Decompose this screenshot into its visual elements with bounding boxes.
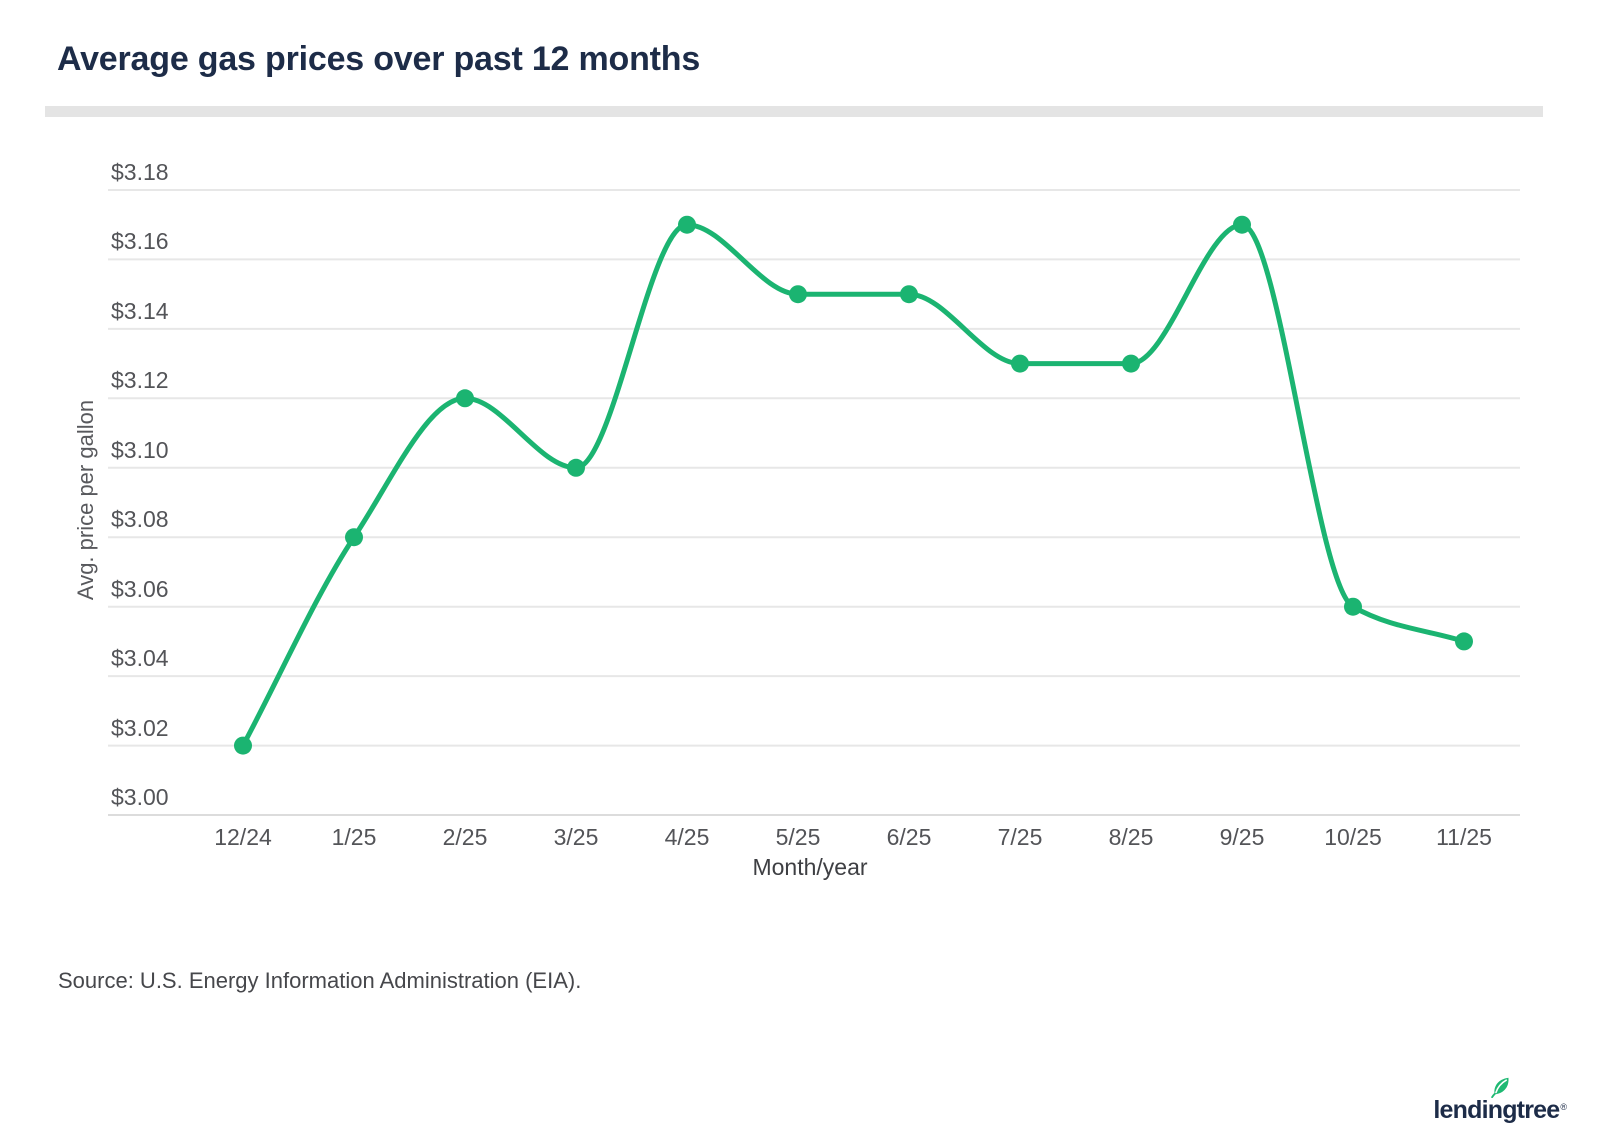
x-tick-label: 7/25 <box>997 824 1043 850</box>
data-point-12/24 <box>234 736 252 755</box>
y-tick-label: $3.06 <box>111 575 169 602</box>
data-point-6/25 <box>900 285 918 304</box>
x-tick-label: 4/25 <box>664 824 710 850</box>
y-tick-label: $3.00 <box>111 784 169 810</box>
price-line <box>240 222 1467 749</box>
y-tick-label: $3.12 <box>111 367 169 394</box>
y-tick-label: $3.02 <box>111 714 169 741</box>
data-point-5/25 <box>789 285 807 304</box>
data-point-8/25 <box>1122 354 1140 373</box>
x-tick-label: 8/25 <box>1108 824 1154 850</box>
x-tick-label: 10/25 <box>1324 824 1382 850</box>
data-point-10/25 <box>1344 597 1362 616</box>
source-note: Source: U.S. Energy Information Administ… <box>58 968 582 993</box>
x-tick-label: 5/25 <box>775 824 821 850</box>
y-tick-label: $3.16 <box>111 228 169 255</box>
data-point-4/25 <box>678 215 696 234</box>
data-point-7/25 <box>1011 354 1029 373</box>
y-tick-label: $3.10 <box>111 436 169 463</box>
x-tick-label: 6/25 <box>886 824 932 850</box>
y-tick-label: $3.08 <box>111 506 169 533</box>
data-point-1/25 <box>345 528 363 547</box>
title-divider <box>45 106 1543 117</box>
x-tick-label: 2/25 <box>442 824 488 850</box>
data-point-2/25 <box>456 389 474 408</box>
data-point-3/25 <box>567 458 585 477</box>
y-tick-label: $3.14 <box>111 297 169 324</box>
x-tick-label: 1/25 <box>331 824 377 850</box>
lendingtree-logo: lendingtree® <box>1433 1077 1567 1126</box>
y-tick-label: $3.04 <box>111 645 169 672</box>
logo-text: lendingtree <box>1433 1096 1560 1124</box>
x-tick-label: 9/25 <box>1219 824 1265 850</box>
y-axis-title: Avg. price per gallon <box>73 399 98 601</box>
logo-trademark: ® <box>1560 1102 1567 1112</box>
y-tick-label: $3.18 <box>111 159 169 185</box>
x-tick-label: 11/25 <box>1436 824 1492 850</box>
x-tick-label: 3/25 <box>553 824 599 850</box>
page-title: Average gas prices over past 12 months <box>57 40 701 78</box>
x-tick-label: 12/24 <box>214 824 272 850</box>
leaf-icon <box>1491 1077 1509 1098</box>
data-point-11/25 <box>1455 632 1473 651</box>
data-point-9/25 <box>1233 215 1251 234</box>
x-axis-title: Month/year <box>752 854 868 880</box>
